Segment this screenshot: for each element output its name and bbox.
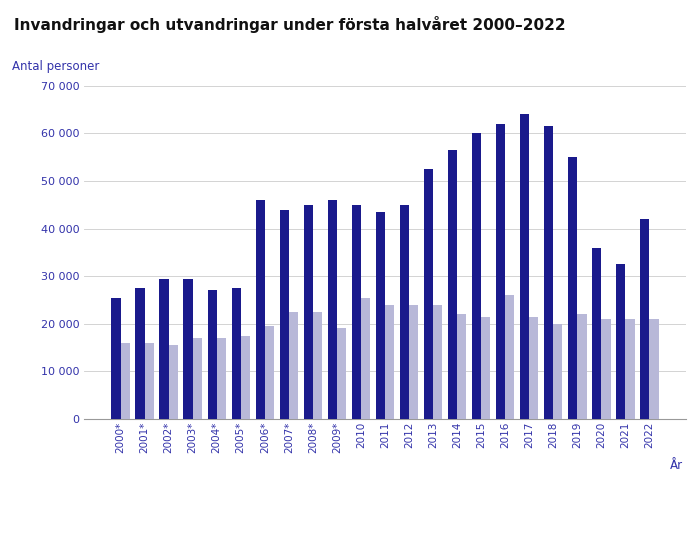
Bar [505,295,514,419]
Bar [135,288,144,419]
Bar [601,319,610,419]
Bar [616,264,626,419]
Bar [183,279,192,419]
Bar [553,324,563,419]
Bar [289,312,298,419]
Bar [193,338,202,419]
Bar [160,279,169,419]
Bar [169,345,178,419]
Bar [409,304,418,419]
Bar [352,205,361,419]
Bar [280,209,289,419]
Bar [111,297,120,419]
Bar [481,317,490,419]
Bar [457,314,466,419]
Bar [207,291,217,419]
Bar [424,169,433,419]
Bar [568,157,578,419]
Bar [448,150,457,419]
Bar [144,343,154,419]
Bar [650,319,659,419]
Bar [256,200,265,419]
Bar [313,312,322,419]
Bar [120,343,130,419]
Bar [400,205,409,419]
Bar [472,134,481,419]
Bar [232,288,241,419]
Bar [337,329,346,419]
Text: Invandringar och utvandringar under första halvåret 2000–2022: Invandringar och utvandringar under förs… [14,16,566,33]
Bar [496,124,505,419]
Bar [265,326,274,419]
Text: År: År [669,459,682,472]
Bar [241,336,250,419]
Text: Antal personer: Antal personer [12,60,99,72]
Bar [529,317,538,419]
Bar [433,304,442,419]
Bar [640,219,650,419]
Bar [592,248,601,419]
Bar [328,200,337,419]
Bar [626,319,635,419]
Bar [578,314,587,419]
Bar [544,126,553,419]
Bar [361,297,370,419]
Bar [376,212,385,419]
Bar [304,205,313,419]
Bar [385,304,394,419]
Bar [217,338,226,419]
Bar [520,114,529,419]
